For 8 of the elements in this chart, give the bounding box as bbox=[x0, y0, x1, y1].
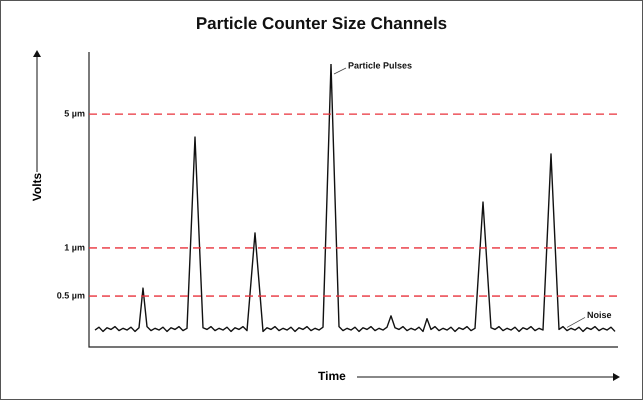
x-axis-title: Time bbox=[318, 369, 346, 383]
ref-line-label: 5 µm bbox=[64, 108, 85, 119]
ref-line-label: 1 µm bbox=[64, 242, 85, 252]
annotation: Particle Pulses bbox=[348, 60, 412, 70]
annotation: Noise bbox=[587, 310, 612, 320]
ref-line-label: 0.5 µm bbox=[56, 290, 85, 301]
chart-title: Particle Counter Size Channels bbox=[194, 14, 448, 34]
y-axis-title: Volts bbox=[30, 172, 44, 204]
